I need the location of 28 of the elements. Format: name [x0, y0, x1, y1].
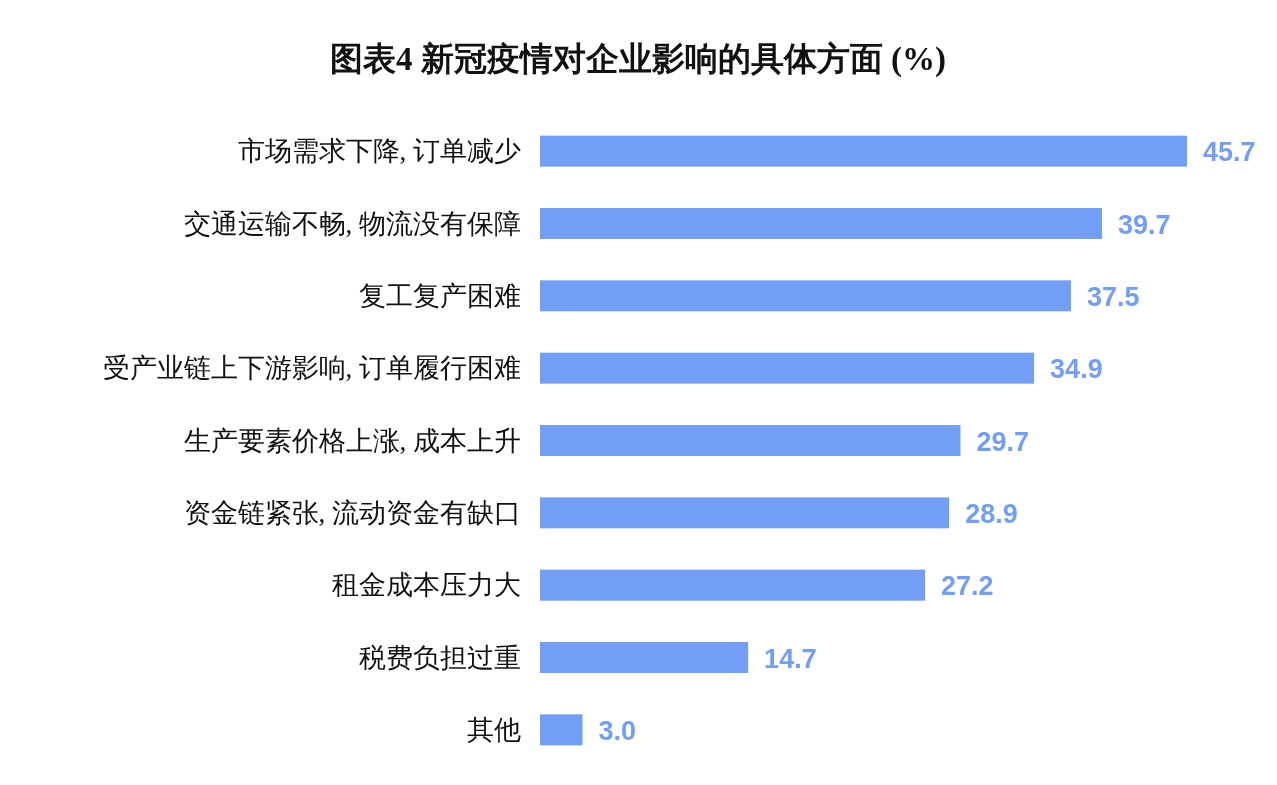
data-label: 3.0 [598, 715, 637, 746]
data-label: 14.7 [764, 643, 817, 674]
bar [540, 497, 950, 529]
y-tick-label: 受产业链上下游影响, 订单履行困难 [102, 353, 521, 384]
y-tick-label: 复工复产困难 [359, 280, 521, 311]
y-tick-label: 租金成本压力大 [332, 570, 521, 601]
data-label: 28.9 [965, 498, 1018, 529]
data-label: 37.5 [1086, 281, 1140, 312]
bar [540, 208, 1103, 239]
bar [540, 352, 1035, 384]
y-tick-label: 资金链紧张, 流动资金有缺口 [183, 497, 521, 528]
bar [540, 714, 583, 746]
data-label: 45.7 [1203, 137, 1256, 168]
y-tick-label: 税费负担过重 [359, 642, 521, 673]
y-tick-label: 生产要素价格上涨, 成本上升 [183, 425, 521, 456]
chart-title: 图表4 新冠疫情对企业影响的具体方面 (%) [330, 41, 946, 78]
data-label: 29.7 [976, 426, 1030, 457]
y-tick-label: 交通运输不畅, 物流没有保障 [183, 208, 521, 239]
bar [540, 569, 926, 601]
bar [540, 642, 749, 673]
y-tick-label: 市场需求下降, 订单减少 [237, 136, 521, 167]
y-tick-label: 其他 [467, 714, 521, 745]
data-label: 39.7 [1118, 209, 1171, 240]
bar [540, 135, 1187, 167]
bar [540, 280, 1071, 312]
bar [540, 425, 961, 456]
data-label: 27.2 [941, 571, 994, 602]
data-label: 34.9 [1050, 354, 1103, 385]
